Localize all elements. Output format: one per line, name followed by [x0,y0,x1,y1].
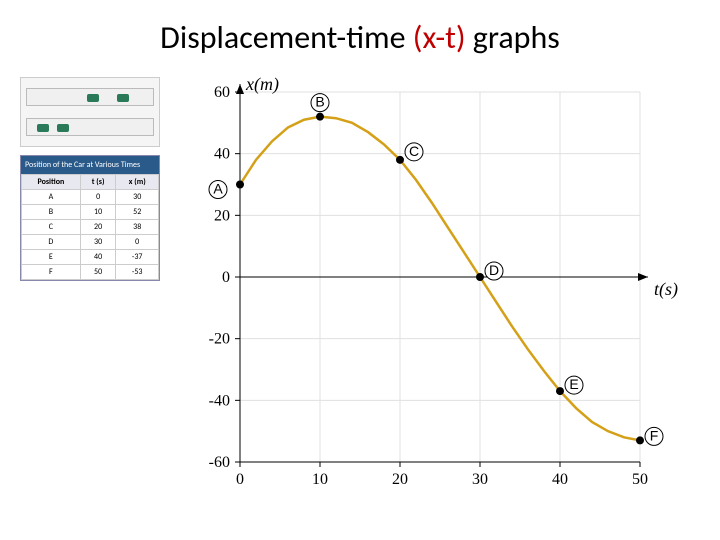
position-table: Position of the Car at Various Times Pos… [20,155,160,281]
car-icon [87,94,99,102]
svg-text:20: 20 [214,207,230,224]
title-red: (x-t) [413,18,466,57]
table-header-row: Position t (s) x (m) [22,175,159,190]
col-t: t (s) [80,175,116,190]
svg-text:10: 10 [312,471,328,488]
content-area: Position of the Car at Various Times Pos… [0,67,720,527]
svg-text:-20: -20 [209,331,230,348]
table-row: B1052 [22,205,159,220]
table-row: D300 [22,235,159,250]
svg-text:E: E [569,376,578,392]
table-row: E40-37 [22,250,159,265]
chart-svg: 0 10 20 30 40 50 -60 -40 -20 0 20 40 60 x(m) t(s) A B C D E… [180,72,700,512]
table-row: A030 [22,190,159,205]
svg-text:0: 0 [236,471,244,488]
svg-text:-60: -60 [209,454,230,471]
car-icon [37,124,49,132]
svg-text:50: 50 [632,471,648,488]
svg-text:A: A [213,181,223,197]
svg-text:D: D [489,262,499,278]
svg-text:x(m): x(m) [245,74,279,95]
svg-text:60: 60 [214,84,230,101]
svg-text:F: F [650,427,659,443]
col-x: x (m) [116,175,159,190]
xt-chart: 0 10 20 30 40 50 -60 -40 -20 0 20 40 60 x(m) t(s) A B C D E… [180,72,700,512]
svg-text:40: 40 [552,471,568,488]
title-part1: Displacement-time [160,18,413,57]
table-row: F50-53 [22,265,159,280]
track-bottom [26,118,154,136]
svg-text:B: B [315,94,324,110]
svg-text:-40: -40 [209,392,230,409]
table-header: Position of the Car at Various Times [21,156,159,174]
car-icon [57,124,69,132]
svg-text:20: 20 [392,471,408,488]
table-body: Position t (s) x (m) A030 B1052 C2038 D3… [21,174,159,280]
car-track-diagram [20,77,160,147]
title-part2: graphs [466,18,560,57]
table-row: C2038 [22,220,159,235]
svg-text:t(s): t(s) [654,279,678,300]
svg-text:C: C [409,143,419,159]
slide-title: Displacement-time (x-t) graphs [0,0,720,67]
left-column: Position of the Car at Various Times Pos… [20,77,170,281]
car-icon [117,94,129,102]
svg-text:30: 30 [472,471,488,488]
col-position: Position [22,175,81,190]
track-top [26,88,154,106]
svg-text:0: 0 [222,269,230,286]
svg-text:40: 40 [214,146,230,163]
